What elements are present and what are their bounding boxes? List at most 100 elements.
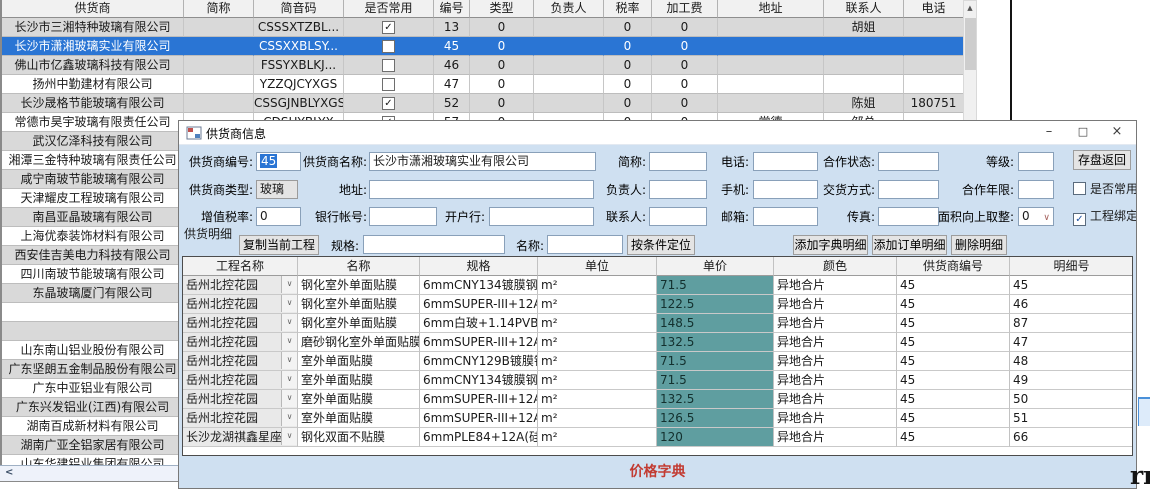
detail-row[interactable]: 岳州北控花园∨钢化室外单面贴膜6mmSUPER-III+12A(硅...m²12… [183,295,1132,314]
table-cell [718,37,824,56]
mobile-input[interactable] [753,180,818,199]
common-use-checkbox[interactable] [382,59,395,72]
common-use-checkbox[interactable] [382,78,395,91]
round_up-input[interactable]: 0 ∨ [1018,207,1054,226]
project-combo-cell[interactable]: 长沙龙湖祺鑫星座 ∨ [183,428,298,447]
email-input[interactable] [753,207,818,226]
copy-current-project-button[interactable]: 复制当前工程 [239,235,319,255]
product-name-cell: 磨砂钢化室外单面贴膜 [298,333,420,352]
form-icon [186,126,202,140]
close-button[interactable]: × [1111,124,1123,139]
supplier-row[interactable]: 长沙市三湘特种玻璃有限公司 CSSSXTZBL... ✓ 13 0 0 0 胡姐 [2,18,965,37]
chevron-down-icon[interactable]: ∨ [281,409,297,426]
table-cell: ✓ [344,94,434,113]
table-cell: 0 [604,94,652,113]
project-combo-cell[interactable]: 岳州北控花园 ∨ [183,314,298,333]
detail-row[interactable]: 岳州北控花园∨室外单面贴膜6mmCNY129B镀膜钢化m²71.5异地合片454… [183,352,1132,371]
fax-input[interactable] [878,207,939,226]
detail-row[interactable]: 岳州北控花园 ∨ 钢化室外单面贴膜 6mmCNY134镀膜钢化 m² 71.5 异地合片 45… [183,276,1132,295]
background-window-sliver [1138,397,1150,426]
chevron-down-icon[interactable]: ∨ [281,371,297,388]
horizontal-scrollbar[interactable]: < [0,465,178,481]
supplier_type-input[interactable]: 玻璃 [256,180,298,199]
unit-price-cell: 148.5 [657,314,774,333]
detail-no-cell: 87 [1010,314,1132,333]
save-return-button[interactable]: 存盘返回 [1073,150,1131,170]
table-cell: 47 [434,75,470,94]
supplier-row[interactable]: 长沙市潇湘玻璃实业有限公司 CSSXXBLSY... 45 0 0 0 [2,37,965,56]
project-combo-cell[interactable]: 岳州北控花园 ∨ [183,390,298,409]
common-use-checkbox[interactable] [382,40,395,53]
chevron-down-icon[interactable]: ∨ [281,428,297,445]
project-combo-cell[interactable]: 岳州北控花园 ∨ [183,333,298,352]
table-cell [718,56,824,75]
dialog-titlebar[interactable]: 供货商信息 – □ × [179,121,1136,145]
detail-row[interactable]: 岳州北控花园 ∨ 室外单面贴膜 6mmCNY134镀膜钢化 m² 71.5 异地合片 45 49 [183,371,1132,390]
bank_account-input[interactable] [369,207,437,226]
supplier-name-cell: 常德市昊宇玻璃有限责任公司 [2,113,184,132]
project-combo-cell[interactable]: 岳州北控花园 ∨ [183,371,298,390]
address-input[interactable] [369,180,594,199]
scroll-up-icon[interactable]: ▲ [967,4,973,12]
scroll-left-icon[interactable]: < [5,467,14,478]
chevron-down-icon[interactable]: ∨ [281,390,297,407]
supplier-row[interactable]: 扬州中勤建材有限公司 YZZQJCYXGS 47 0 0 0 [2,75,965,94]
project-combo-cell[interactable]: 岳州北控花园 ∨ [183,409,298,428]
minimize-button[interactable]: – [1045,124,1053,139]
manager-input[interactable] [649,180,707,199]
checkbox-icon[interactable] [1073,182,1086,195]
locate-by-condition-button[interactable]: 按条件定位 [627,235,695,255]
detail-row[interactable]: 岳州北控花园∨磨砂钢化室外单面贴膜6mmSUPER-III+12A(硅...m²… [183,333,1132,352]
delivery-input[interactable] [878,180,939,199]
product-name-cell: 室外单面贴膜 [298,371,420,390]
grade-input[interactable] [1018,152,1054,171]
table-cell: 0 [652,18,718,37]
project-combo-cell[interactable]: 岳州北控花园 ∨ [183,276,298,295]
add-order-detail-button[interactable]: 添加订单明细 [872,235,947,255]
supplier_no-input[interactable]: 45 [256,152,301,171]
table-cell [904,18,964,37]
chevron-down-icon[interactable]: ∨ [281,314,297,331]
supplier_name-input[interactable]: 长沙市潇湘玻璃实业有限公司 [369,152,596,171]
maximize-button[interactable]: □ [1077,125,1089,138]
common-use-checkbox[interactable]: ✓ [382,21,395,34]
supplier-row[interactable]: 长沙晟格节能玻璃有限公司 CSSGJNBLYXGS ✓ 52 0 0 0 陈姐 180751 [2,94,965,113]
add-dictionary-detail-button[interactable]: 添加字典明细 [793,235,868,255]
color-cell: 异地合片 [774,333,897,352]
chevron-down-icon[interactable]: ∨ [1043,213,1050,223]
detail-no-cell: 49 [1010,371,1132,390]
chevron-down-icon[interactable]: ∨ [281,352,297,369]
common-use-checkbox[interactable]: ✓ [382,97,395,110]
detail-row[interactable]: 长沙龙湖祺鑫星座∨钢化双面不贴膜6mmPLE84+12A(硅酮胶...m²120… [183,428,1132,447]
address-label: 地址: [338,183,367,197]
detail-row[interactable]: 岳州北控花园∨室外单面贴膜6mmSUPER-III+12A(硅...m²126.… [183,409,1132,428]
supplier-name-cell: 湖南百成新材料有限公司 [2,417,184,436]
supplier-name-cell: 西安佳吉美电力科技有限公司 [2,246,184,265]
name-filter-input[interactable] [547,235,623,254]
bind-checkbox[interactable]: ✓ 工程绑定 [1073,209,1136,226]
checkbox-icon[interactable]: ✓ [1073,213,1086,226]
table-cell: FSSYXBLKJ... [254,56,344,75]
delete-detail-button[interactable]: 删除明细 [951,235,1007,255]
project-combo-cell[interactable]: 岳州北控花园 ∨ [183,295,298,314]
table-cell: 0 [470,18,534,37]
scrollbar-thumb[interactable] [965,18,976,70]
detail-row[interactable]: 岳州北控花园∨钢化室外单面贴膜6mm白玻+1.14PVB+6mm...m²148… [183,314,1132,333]
vat-input[interactable]: 0 [256,207,301,226]
coop_status-input[interactable] [878,152,939,171]
chevron-down-icon[interactable]: ∨ [281,295,297,312]
bank_branch-input[interactable] [489,207,594,226]
abbr-input[interactable] [649,152,707,171]
common-checkbox[interactable]: 是否常用 [1073,182,1136,198]
project-combo-cell[interactable]: 岳州北控花园 ∨ [183,352,298,371]
detail-row[interactable]: 岳州北控花园∨室外单面贴膜6mmSUPER-III+12A(硅...m²132.… [183,390,1132,409]
contact-input[interactable] [649,207,707,226]
chevron-down-icon[interactable]: ∨ [281,276,297,293]
supplier-row[interactable]: 佛山市亿鑫玻璃科技有限公司 FSSYXBLKJ... 46 0 0 0 [2,56,965,75]
chevron-down-icon[interactable]: ∨ [281,333,297,350]
phone-input[interactable] [753,152,818,171]
unit-price-cell: 71.5 [657,276,774,295]
coop_years-input[interactable] [1018,180,1054,199]
spec-filter-input[interactable] [363,235,505,254]
